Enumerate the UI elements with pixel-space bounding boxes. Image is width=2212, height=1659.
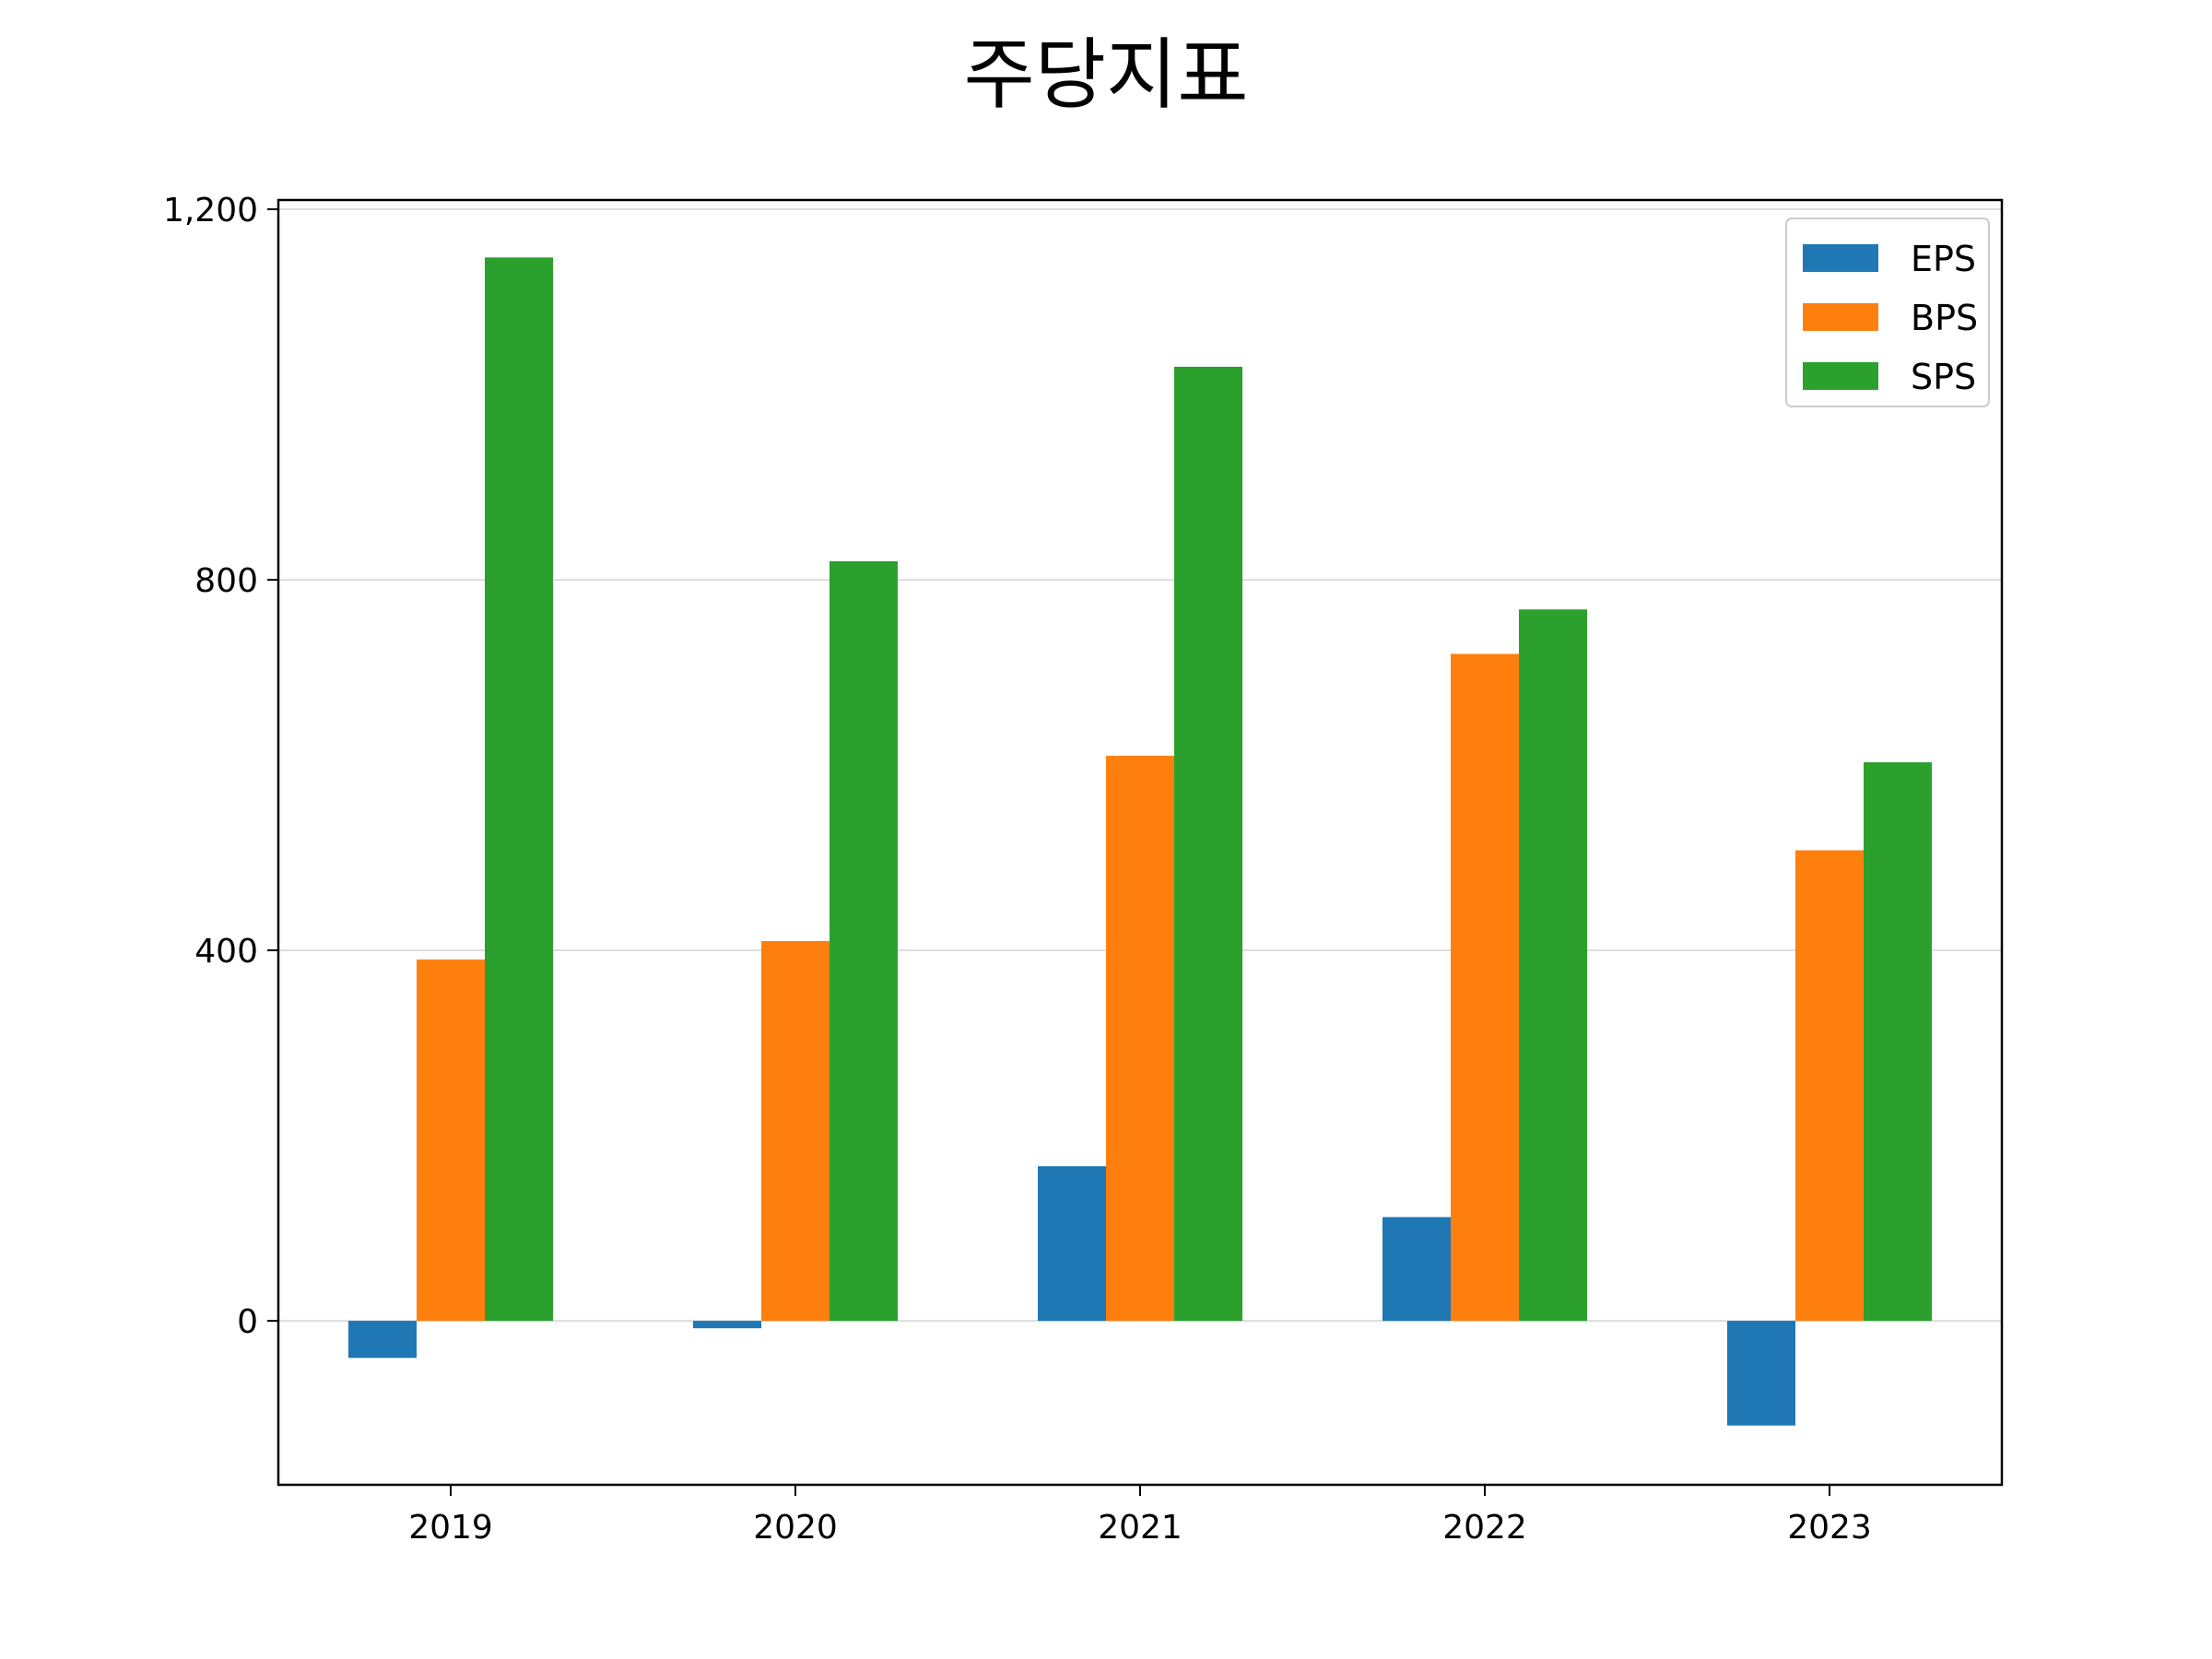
x-tick-label: 2020 [753, 1509, 838, 1547]
x-tick-label: 2021 [1098, 1509, 1182, 1547]
bar-eps-2020 [693, 1321, 761, 1329]
y-tick-label: 0 [237, 1303, 258, 1341]
bar-bps-2020 [761, 941, 830, 1322]
bar-sps-2022 [1519, 609, 1587, 1322]
bar-eps-2022 [1382, 1217, 1451, 1322]
bar-bps-2022 [1451, 653, 1519, 1322]
legend-swatch-bps [1803, 303, 1878, 331]
legend-label-sps: SPS [1911, 357, 1976, 397]
axes: 0 400 800 1,200 2019 2020 2021 2022 2023 [163, 192, 1872, 1547]
bar-sps-2023 [1864, 762, 1932, 1322]
legend-swatch-eps [1803, 244, 1878, 272]
y-tick-label: 1,200 [163, 192, 258, 229]
chart-title: 주당지표 [963, 29, 1249, 120]
bar-bps-2023 [1795, 850, 1864, 1322]
bar-sps-2021 [1174, 366, 1242, 1322]
bar-bps-2021 [1106, 756, 1174, 1322]
x-tick-label: 2019 [408, 1509, 493, 1547]
legend: EPS BPS SPS [1785, 218, 1990, 407]
y-tick-label: 800 [194, 562, 258, 600]
legend-label-bps: BPS [1911, 298, 1978, 338]
bar-eps-2023 [1727, 1321, 1795, 1426]
bar-sps-2020 [830, 560, 898, 1322]
bar-sps-2019 [485, 257, 553, 1322]
bar-eps-2021 [1038, 1166, 1106, 1322]
y-tick-label: 400 [194, 933, 258, 971]
x-tick-label: 2023 [1787, 1509, 1872, 1547]
x-tick-label: 2022 [1442, 1509, 1527, 1547]
bars [348, 257, 1932, 1426]
bar-eps-2019 [348, 1321, 417, 1359]
bar-bps-2019 [417, 959, 485, 1322]
legend-swatch-sps [1803, 362, 1878, 390]
legend-label-eps: EPS [1911, 239, 1976, 279]
